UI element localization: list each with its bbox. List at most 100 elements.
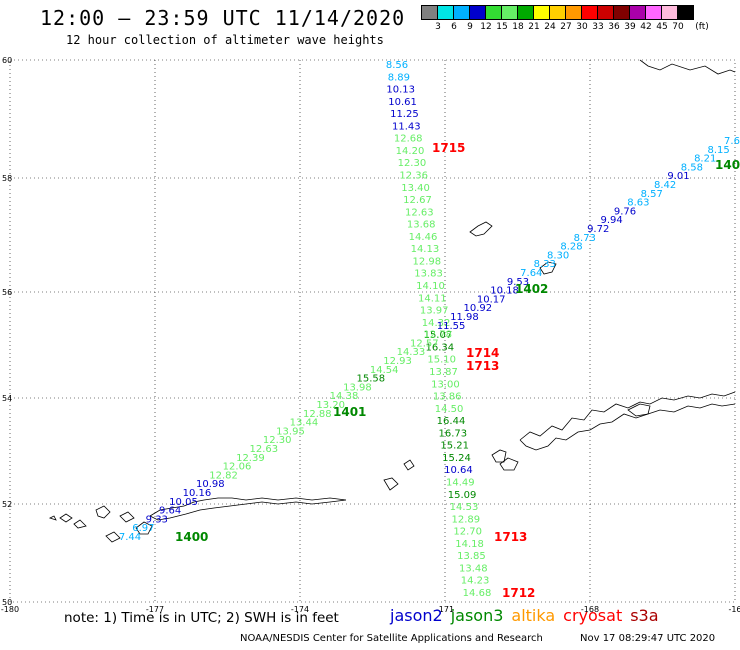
swh-value-track-a: 14.18 [455, 539, 484, 550]
lat-label: 58 [2, 174, 12, 183]
swh-value-track-a: 14.10 [416, 281, 445, 292]
swh-value-track-b: 12.78 [423, 330, 452, 341]
coast-segment [519, 391, 736, 441]
swh-value-track-b: 8.30 [547, 250, 569, 261]
color-legend-labels: 3 6 9 12 15 18 21 24 27 30 33 36 39 42 45 70 (ft) [422, 22, 740, 36]
legend-label: 45 [656, 22, 668, 32]
satellite-legend: jason2 jason3 altika cryosat s3a [390, 606, 667, 625]
legend-unit: (ft) [695, 22, 709, 32]
swh-value-track-b: 13.20 [316, 400, 345, 411]
swh-value-track-a: 12.98 [412, 257, 441, 268]
legend-label: 3 [435, 22, 441, 32]
swh-value-track-a: 15.24 [442, 453, 471, 464]
swh-value-track-a: 8.56 [386, 60, 408, 71]
swh-value-track-b: 7.64 [520, 268, 542, 279]
swh-value-track-a: 12.36 [399, 171, 428, 182]
swh-value-track-a: 14.11 [418, 293, 447, 304]
coast-segment [149, 497, 347, 517]
footer-note: note: 1) Time is in UTC; 2) SWH is in fe… [64, 610, 339, 626]
swh-value-track-b: 10.98 [196, 479, 225, 490]
swh-value-track-b: 9.53 [507, 277, 529, 288]
legend-label: 70 [672, 22, 684, 32]
swh-value-track-a: 14.49 [446, 478, 475, 489]
lat-label: 54 [2, 394, 12, 403]
coast-segment [48, 515, 57, 521]
swh-value-track-a: 13.97 [420, 306, 449, 317]
swh-value-track-b: 9.76 [614, 206, 636, 217]
lat-lon-grid [9, 59, 736, 603]
swh-value-track-a: 12.67 [403, 195, 432, 206]
page-title: 12:00 – 23:59 UTC 11/14/2020 [40, 6, 406, 30]
coast-segment [73, 519, 87, 529]
legend-label: 39 [624, 22, 636, 32]
coast-segment [149, 499, 347, 521]
legend-label: 9 [467, 22, 473, 32]
swh-value-track-a: 13.85 [457, 551, 486, 562]
lon-label: -16 [728, 605, 740, 614]
lon-label: -174 [291, 605, 309, 614]
swh-value-track-b: 9.33 [146, 514, 168, 525]
swh-value-track-a: 8.89 [388, 72, 410, 83]
satellite-label-altika: altika [511, 606, 556, 625]
swh-value-track-a: 16.44 [437, 416, 466, 427]
satellite-label-jason2: jason2 [390, 606, 443, 625]
swh-value-track-a: 14.50 [435, 404, 464, 415]
swh-value-track-a: 13.48 [459, 563, 488, 574]
swh-value-track-a: 13.86 [433, 392, 462, 403]
swh-value-track-b: 8.33 [534, 259, 556, 270]
swh-value-track-a: 13.68 [407, 220, 436, 231]
swh-value-track-b: 12.88 [303, 409, 332, 420]
swh-value-track-b: 7.44 [119, 532, 141, 543]
pass-time-label: 1713 [466, 359, 499, 373]
swh-value-track-b: 11.55 [437, 321, 466, 332]
swh-value-track-b: 8.63 [627, 198, 649, 209]
pass-time-label: 1400 [175, 530, 208, 544]
swh-value-track-b: 8.42 [654, 180, 676, 191]
legend-label: 12 [480, 22, 492, 32]
swh-value-track-b: 12.30 [263, 435, 292, 446]
legend-label: 18 [512, 22, 524, 32]
coast-segment [59, 513, 73, 523]
swh-value-track-b: 11.98 [450, 312, 479, 323]
swh-value-track-b: 6.97 [132, 523, 154, 534]
swh-value-track-b: 13.44 [290, 418, 319, 429]
coast-segment [519, 403, 736, 451]
swh-value-track-a: 16.73 [438, 428, 467, 439]
swh-value-track-a: 10.13 [386, 85, 415, 96]
swh-value-track-a: 15.07 [424, 330, 453, 341]
swh-value-track-b: 12.63 [249, 444, 278, 455]
swh-value-track-a: 15.10 [427, 355, 456, 366]
swh-value-track-b: 10.18 [490, 286, 519, 297]
legend-label: 21 [528, 22, 540, 32]
swh-value-track-a: 13.87 [429, 367, 458, 378]
coast-segment [469, 221, 493, 237]
swh-value-track-a: 13.83 [414, 269, 443, 280]
swh-value-track-b: 9.01 [667, 171, 689, 182]
swh-value-track-b: 12.57 [410, 338, 439, 349]
altimeter-tracks: 8.568.8910.1310.6111.2511.4312.6814.2012… [119, 60, 740, 599]
pass-time-label: 1712 [502, 586, 535, 600]
legend-label: 30 [576, 22, 588, 32]
swh-value-track-a: 12.30 [398, 158, 427, 169]
swh-value-track-b: 14.33 [397, 347, 426, 358]
swh-value-track-b: 8.15 [707, 145, 729, 156]
swh-value-track-a: 14.13 [411, 244, 440, 255]
swh-value-track-a: 14.68 [463, 588, 492, 599]
swh-value-track-b: 7.6 [724, 136, 740, 147]
swh-value-track-b: 13.98 [343, 382, 372, 393]
satellite-label-cryosat: cryosat [563, 606, 623, 625]
swh-value-track-a: 14.20 [396, 146, 425, 157]
coast-segment [627, 403, 651, 417]
lon-label: -171 [436, 605, 454, 614]
swh-value-track-b: 14.54 [370, 365, 399, 376]
swh-value-track-b: 8.73 [574, 233, 596, 244]
swh-value-track-b: 10.16 [183, 488, 212, 499]
legend-label: 42 [640, 22, 652, 32]
legend-label: 24 [544, 22, 556, 32]
page-subtitle: 12 hour collection of altimeter wave hei… [66, 33, 384, 47]
axis-labels: 60 58 56 54 52 50-180 -177 -174 -171 -168 -16 [1, 56, 740, 614]
lon-label: -177 [146, 605, 164, 614]
coast-segment [539, 261, 557, 275]
